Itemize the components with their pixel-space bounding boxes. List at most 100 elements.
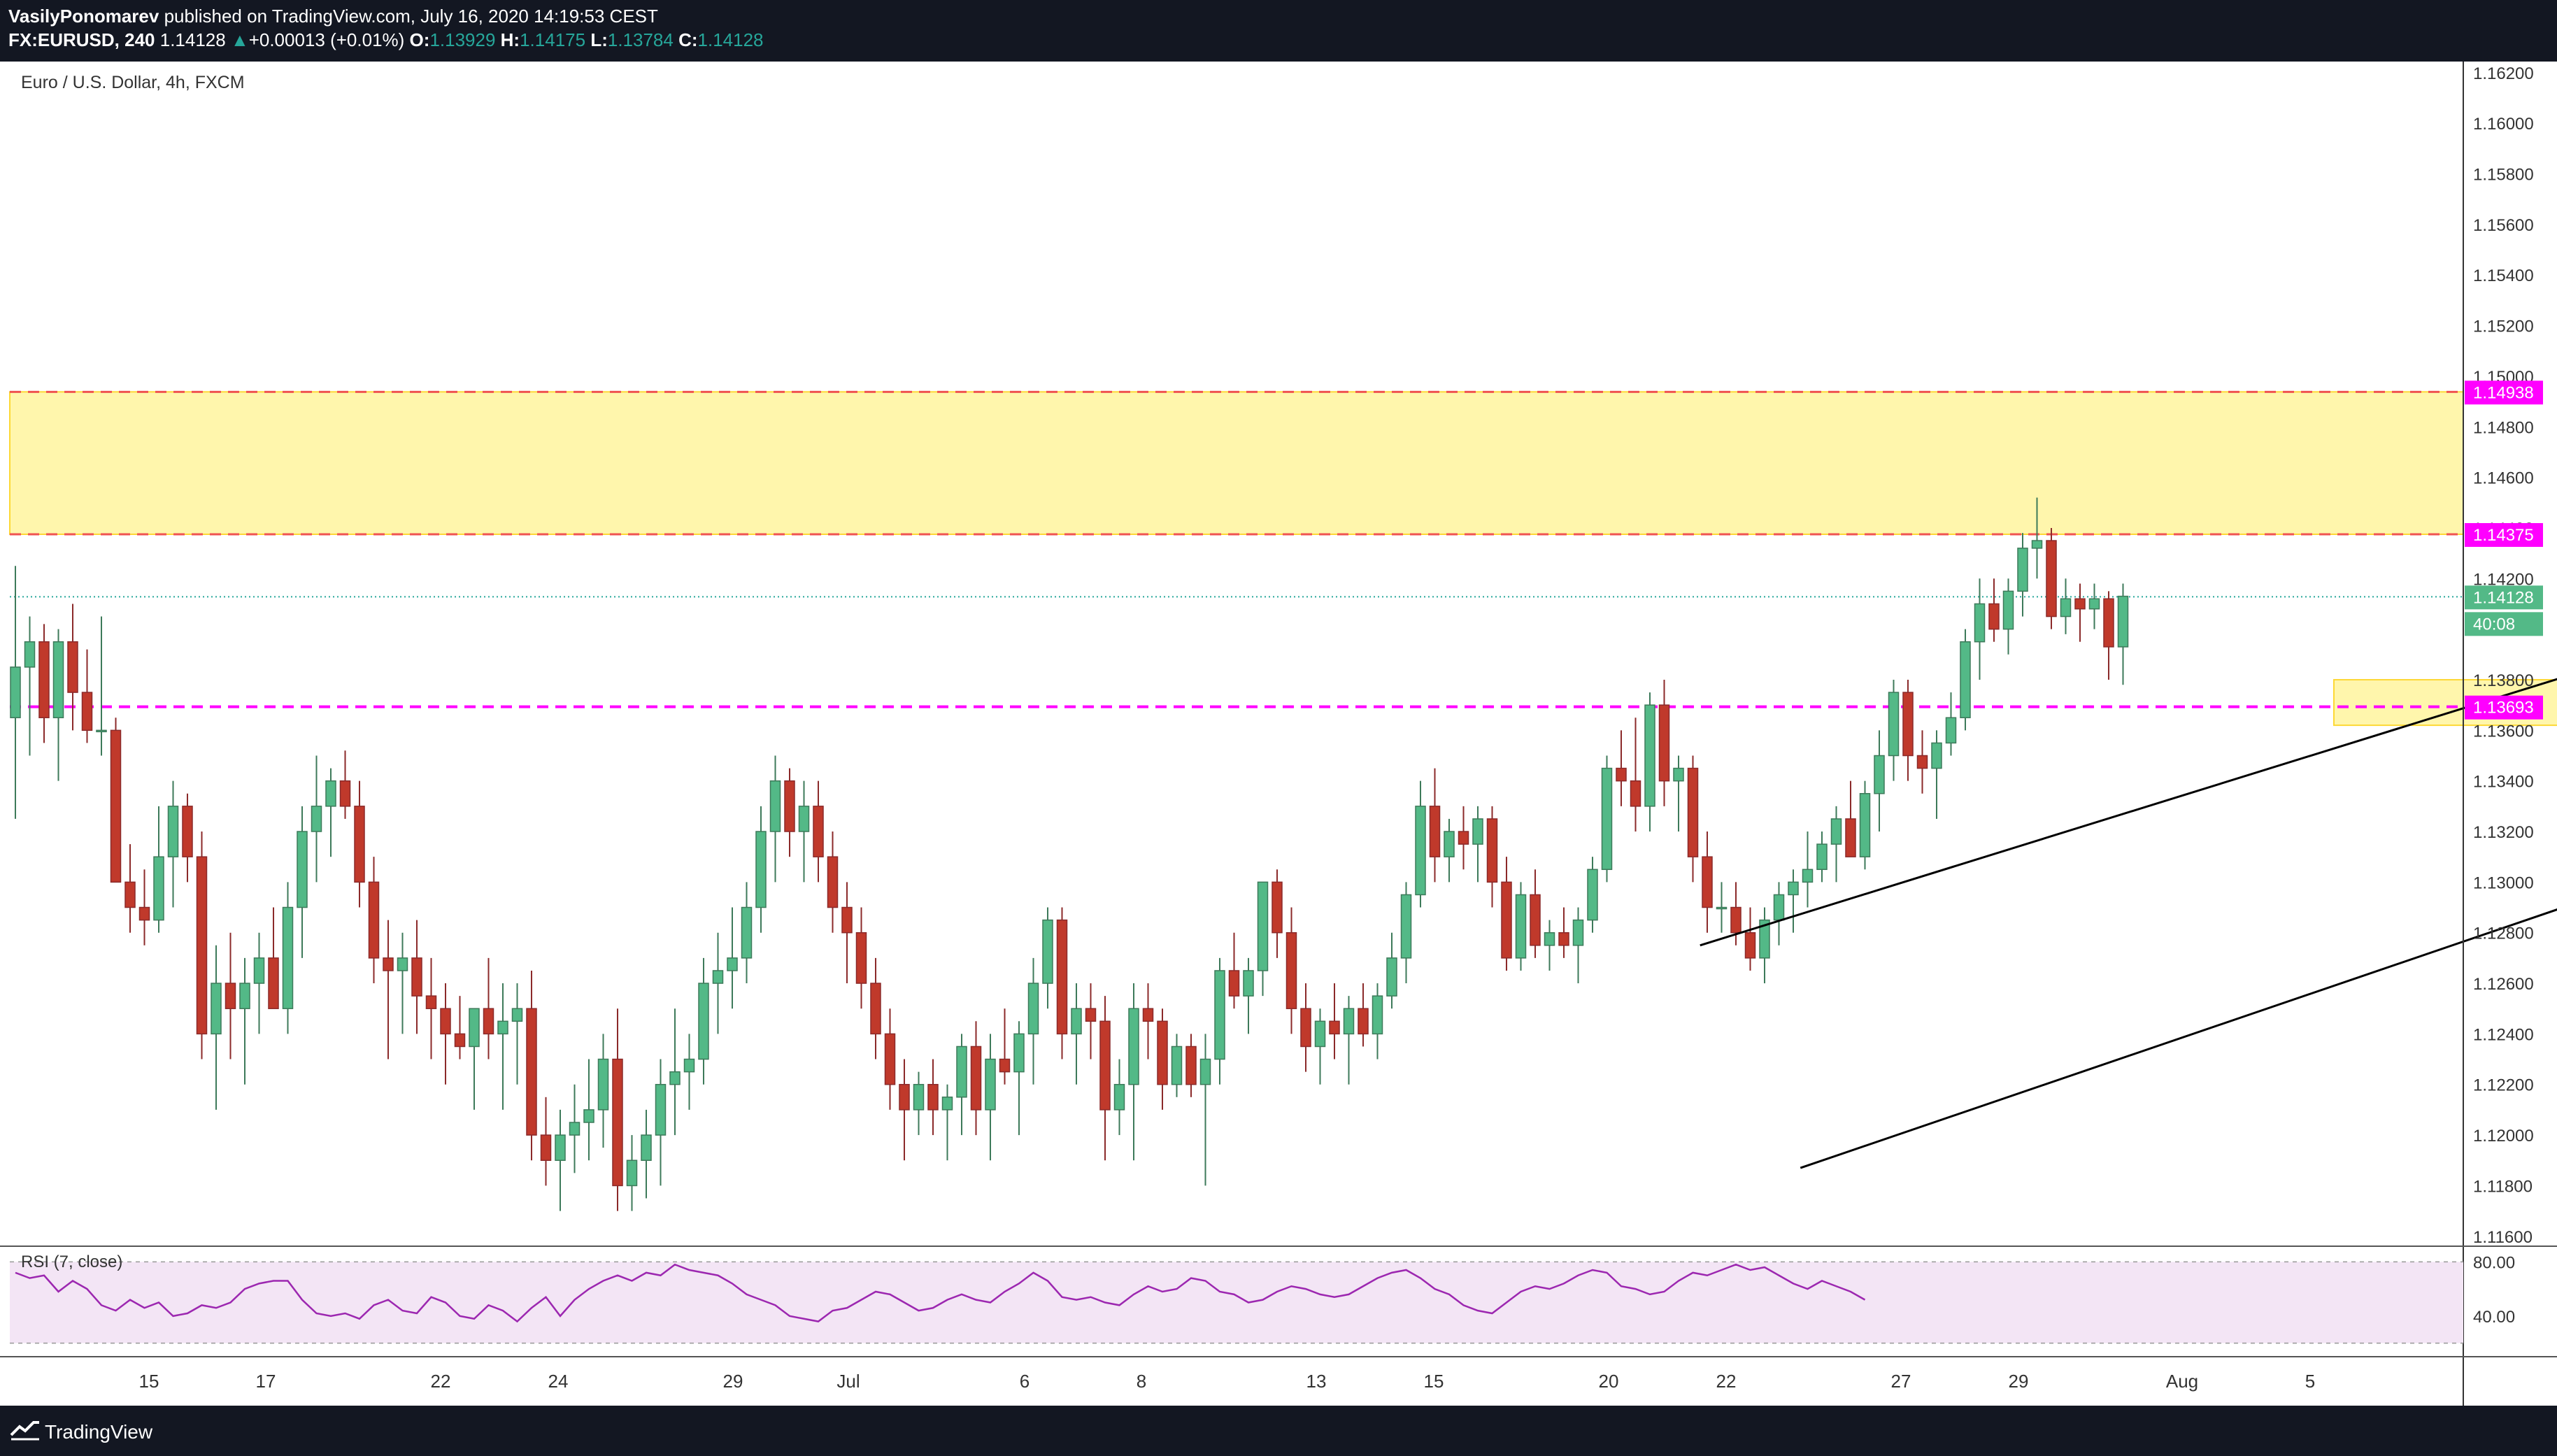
price-axis-label-bg — [2465, 380, 2543, 405]
bullish-candle — [555, 1134, 566, 1161]
price-axis-label: 1.14375 — [2473, 526, 2534, 545]
publish-header: VasilyPonomarev published on TradingView… — [0, 0, 2557, 62]
bullish-candle — [597, 1058, 609, 1111]
time-tick-label: 22 — [1716, 1371, 1737, 1392]
bullish-candle — [1372, 995, 1383, 1035]
footer-bar: TradingView — [0, 1406, 2557, 1456]
tradingview-logo-icon[interactable] — [10, 1420, 41, 1444]
time-tick-label: 5 — [2305, 1371, 2315, 1392]
tradingview-brand[interactable]: TradingView — [45, 1421, 153, 1443]
bearish-candle — [870, 983, 881, 1035]
bearish-candle — [1916, 755, 1928, 769]
bearish-candle — [38, 641, 50, 718]
bullish-candle — [1572, 919, 1584, 946]
author-name[interactable]: VasilyPonomarev — [8, 6, 159, 27]
bearish-candle — [483, 1008, 494, 1035]
bearish-candle — [841, 906, 853, 934]
bullish-candle — [10, 666, 21, 718]
bearish-candle — [368, 881, 380, 959]
rsi-tick-label: 80.00 — [2473, 1253, 2515, 1272]
bearish-candle — [1845, 818, 1856, 857]
bullish-candle — [1716, 906, 1728, 910]
bullish-candle — [1945, 717, 1957, 744]
bullish-candle — [941, 1097, 953, 1111]
bullish-candle — [1830, 818, 1842, 845]
bearish-candle — [1099, 1020, 1111, 1111]
ohlc-line: FX:EURUSD, 240 1.14128 ▲+0.00013 (+0.01%… — [8, 29, 764, 51]
bullish-candle — [2002, 590, 2014, 630]
bullish-candle — [1888, 692, 1900, 757]
price-tick-label: 1.12600 — [2473, 975, 2534, 994]
bullish-candle — [583, 1109, 594, 1123]
price-tick-label: 1.16200 — [2473, 64, 2534, 83]
chart-area[interactable]: 1.16200 1.16000 1.15800 1.15600 1.15400 1.152… — [0, 62, 2557, 1406]
bearish-candle — [268, 957, 279, 1009]
bearish-candle — [383, 957, 394, 971]
bullish-candle — [511, 1008, 523, 1022]
bullish-candle — [1386, 957, 1397, 997]
bullish-candle — [1960, 641, 1971, 718]
price-tick-label: 1.11800 — [2473, 1177, 2533, 1196]
price-tick-label: 1.12200 — [2473, 1076, 2534, 1095]
bullish-candle — [1673, 767, 1684, 782]
bullish-candle — [1243, 970, 1254, 997]
time-tick-label: 20 — [1599, 1371, 1619, 1392]
bullish-candle — [325, 780, 336, 807]
bearish-candle — [1142, 1008, 1154, 1022]
last-price: 1.14128 — [159, 29, 226, 50]
bearish-candle — [1329, 1020, 1340, 1035]
chart-title: Euro / U.S. Dollar, 4h, FXCM — [21, 73, 245, 92]
bullish-candle — [1859, 793, 1871, 857]
low-label: L: — [590, 29, 608, 50]
bullish-candle — [655, 1083, 667, 1136]
bearish-candle — [1616, 767, 1627, 782]
bullish-candle — [1644, 704, 1655, 807]
price-tick-label: 1.15400 — [2473, 266, 2534, 285]
bearish-candle — [612, 1058, 623, 1187]
bearish-candle — [425, 995, 437, 1009]
bearish-candle — [526, 1008, 537, 1136]
publish-line: VasilyPonomarev published on TradingView… — [8, 6, 658, 27]
price-chart[interactable]: 1.16200 1.16000 1.15800 1.15600 1.15400 1.152… — [0, 62, 2557, 1406]
bullish-candle — [1788, 881, 1799, 896]
bullish-candle — [1171, 1045, 1183, 1085]
price-tick-label: 1.15800 — [2473, 166, 2534, 185]
time-tick-label: 8 — [1137, 1371, 1146, 1392]
bullish-candle — [1472, 818, 1483, 845]
bearish-candle — [855, 932, 867, 984]
chart-background — [0, 62, 2557, 1406]
bullish-candle — [2017, 548, 2028, 592]
bearish-candle — [1730, 906, 1742, 934]
bearish-candle — [124, 881, 136, 908]
price-tick-label: 1.13200 — [2473, 823, 2534, 842]
bullish-candle — [626, 1159, 638, 1187]
time-tick-label: 17 — [256, 1371, 276, 1392]
bullish-candle — [2088, 598, 2100, 610]
bullish-candle — [1314, 1020, 1326, 1048]
bullish-candle — [1415, 806, 1426, 896]
price-tick-label: 1.14800 — [2473, 418, 2534, 437]
bearish-candle — [540, 1134, 552, 1161]
bullish-candle — [755, 831, 767, 908]
bullish-candle — [1802, 869, 1814, 883]
bar-timer-label: 40:08 — [2473, 615, 2515, 634]
price-tick-label: 1.15600 — [2473, 216, 2534, 235]
bullish-candle — [96, 729, 107, 733]
bullish-candle — [1113, 1083, 1125, 1111]
channel-trendline — [1800, 908, 2557, 1169]
bullish-candle — [669, 1071, 681, 1085]
price-tick-label: 1.13800 — [2473, 671, 2534, 690]
bullish-candle — [469, 1008, 480, 1048]
bullish-candle — [727, 957, 738, 971]
bullish-candle — [1773, 894, 1785, 921]
price-axis-label-bg — [2465, 612, 2543, 636]
bullish-candle — [311, 806, 322, 832]
bearish-candle — [2046, 540, 2057, 618]
bullish-candle — [769, 780, 781, 832]
price-change: +0.00013 (+0.01%) — [248, 29, 405, 50]
rsi-line — [15, 1263, 1866, 1323]
bullish-candle — [798, 806, 810, 832]
price-axis-label: 1.14938 — [2473, 383, 2534, 402]
bearish-candle — [2103, 598, 2114, 648]
time-tick-label: 29 — [723, 1371, 743, 1392]
